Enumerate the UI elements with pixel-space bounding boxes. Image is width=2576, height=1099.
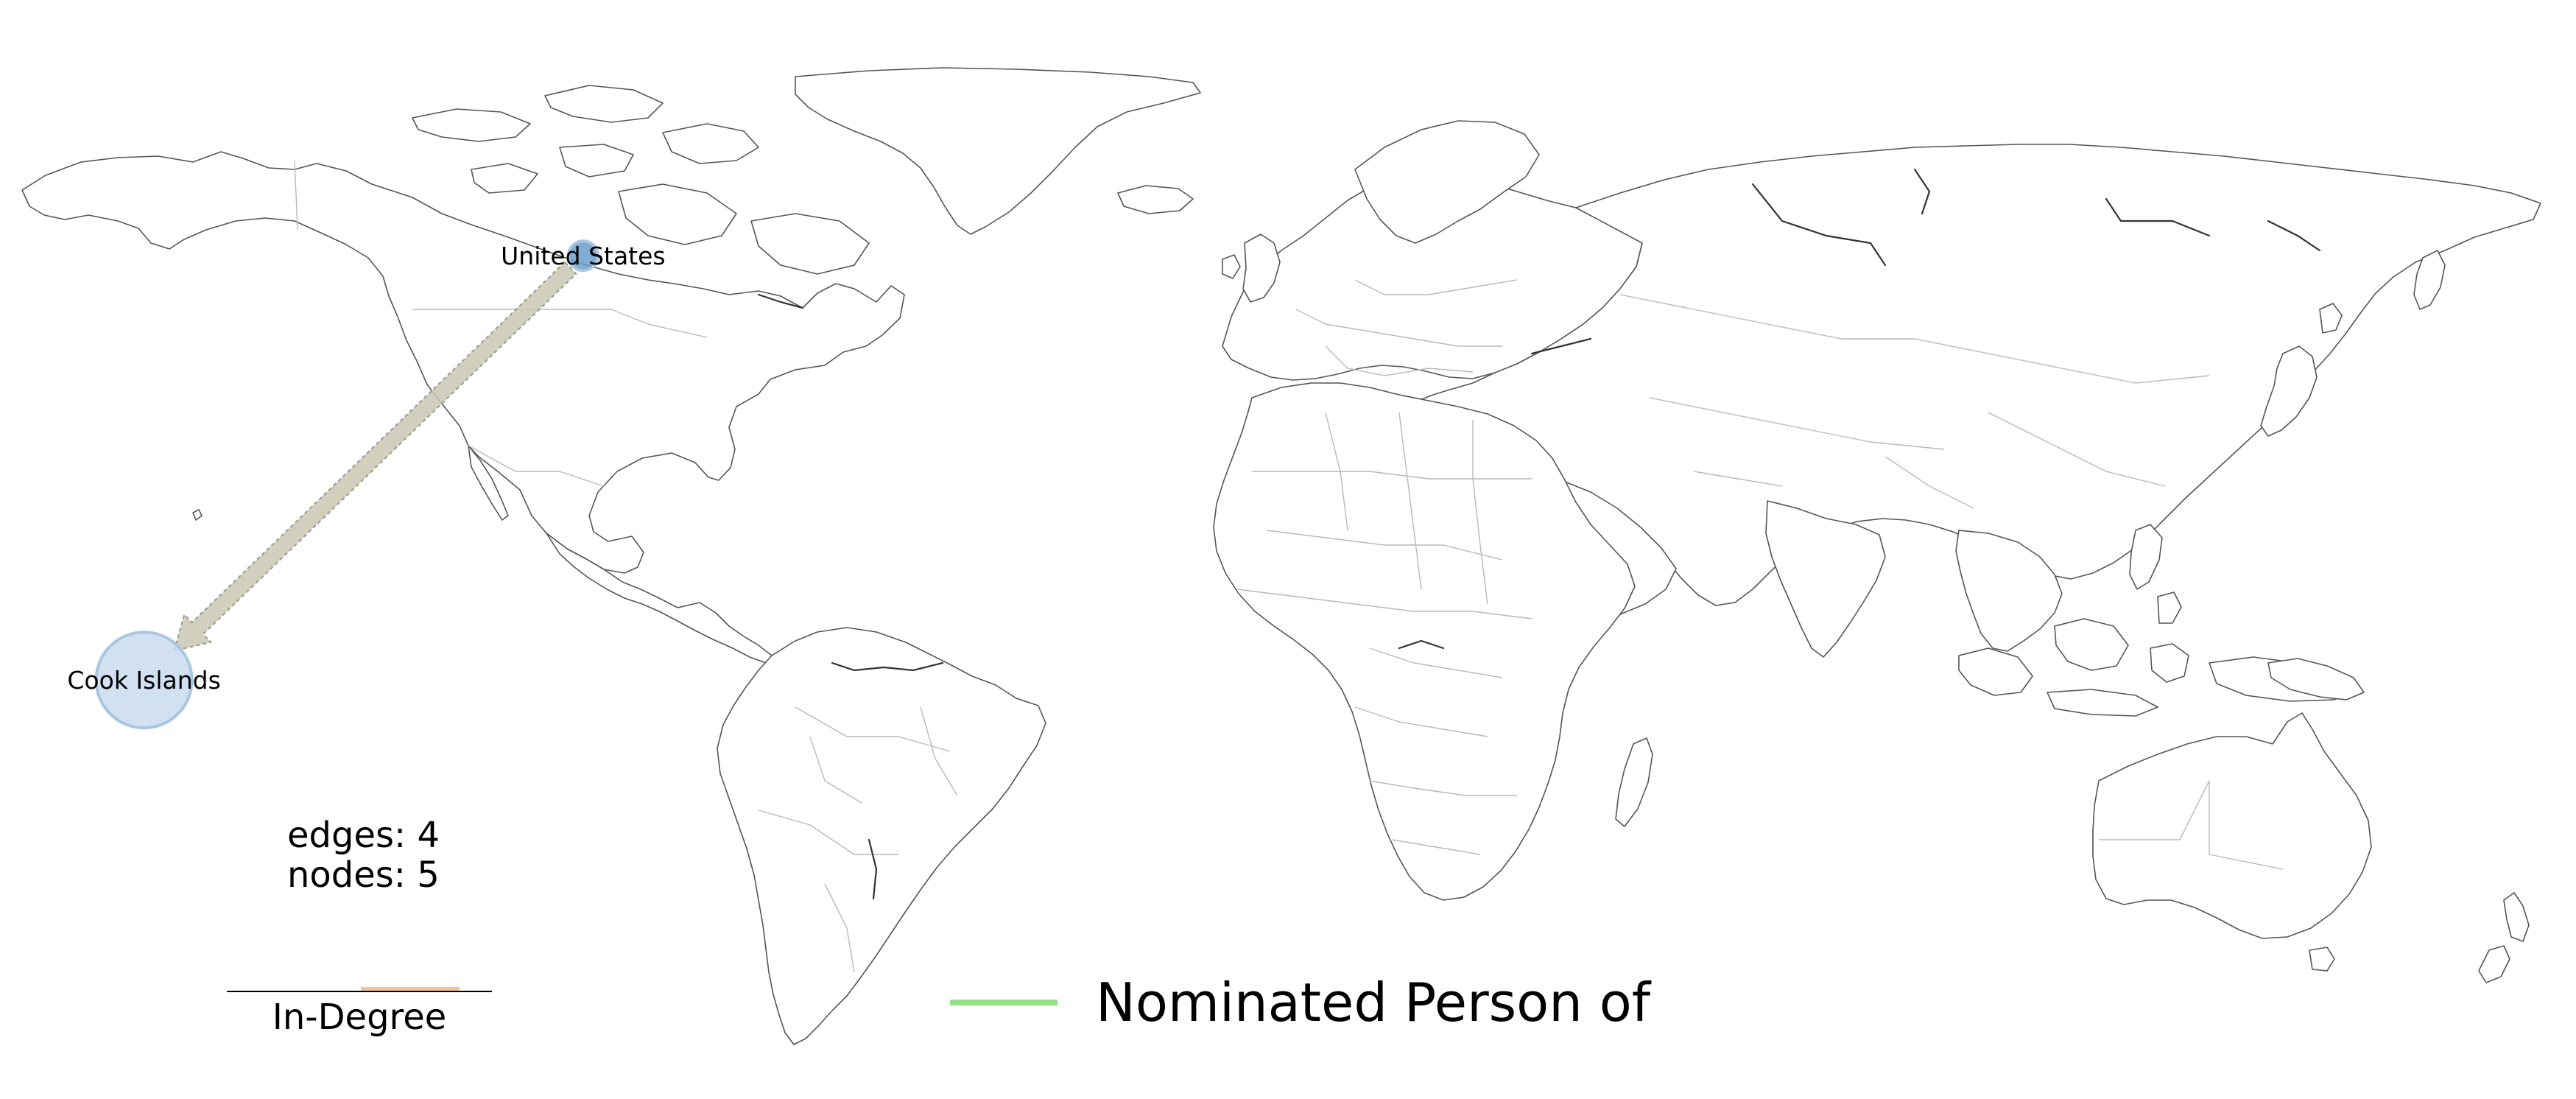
- edges-count-text: edges: 4: [287, 815, 440, 856]
- node-label: United States: [501, 242, 665, 270]
- landmass-greenland: [795, 67, 1201, 235]
- landmass-india: [1765, 500, 1886, 658]
- network-layer: United States Cook Islands: [67, 239, 666, 730]
- landmass-scandinavia: [1354, 120, 1540, 244]
- size-legend: In-Degree: [227, 987, 492, 1038]
- nodes-layer: United States Cook Islands: [67, 239, 666, 730]
- landmass-baja: [468, 445, 509, 521]
- landmass-new-zealand: [2478, 892, 2530, 983]
- edge-legend: Nominated Person of: [950, 972, 1652, 1033]
- landmass-australia: [2092, 712, 2372, 939]
- landmass-tasmania: [2309, 947, 2335, 972]
- landmass-japan: [2260, 303, 2343, 437]
- basemap: [21, 67, 2541, 1045]
- landmass-hawaii: [192, 509, 203, 521]
- landmass-papua: [2267, 658, 2365, 701]
- size-legend-bar: [361, 987, 460, 991]
- edge-arrow: [173, 261, 577, 652]
- landmass-madagascar: [1615, 737, 1653, 827]
- landmass-philippines: [2129, 524, 2182, 624]
- node-circle: [94, 631, 194, 730]
- landmass-kamchatka: [2413, 250, 2446, 310]
- edges-layer: [173, 261, 577, 652]
- landmass-indonesia: [1958, 618, 2357, 717]
- edge-legend-label: Nominated Person of: [1096, 972, 1652, 1033]
- landmass-uk: [1222, 234, 1281, 303]
- country-borders: [294, 160, 2284, 973]
- landmass-south-america: [717, 627, 1046, 1045]
- rivers: [757, 168, 2321, 900]
- size-legend-title: In-Degree: [272, 997, 447, 1038]
- nodes-count-text: nodes: 5: [287, 854, 440, 896]
- landmass-iceland: [1117, 185, 1194, 214]
- node-circle: [566, 239, 599, 273]
- landmass-arctic-islands: [412, 85, 870, 275]
- landmass-southeast-asia: [1955, 530, 2063, 652]
- node-label: Cook Islands: [67, 666, 220, 695]
